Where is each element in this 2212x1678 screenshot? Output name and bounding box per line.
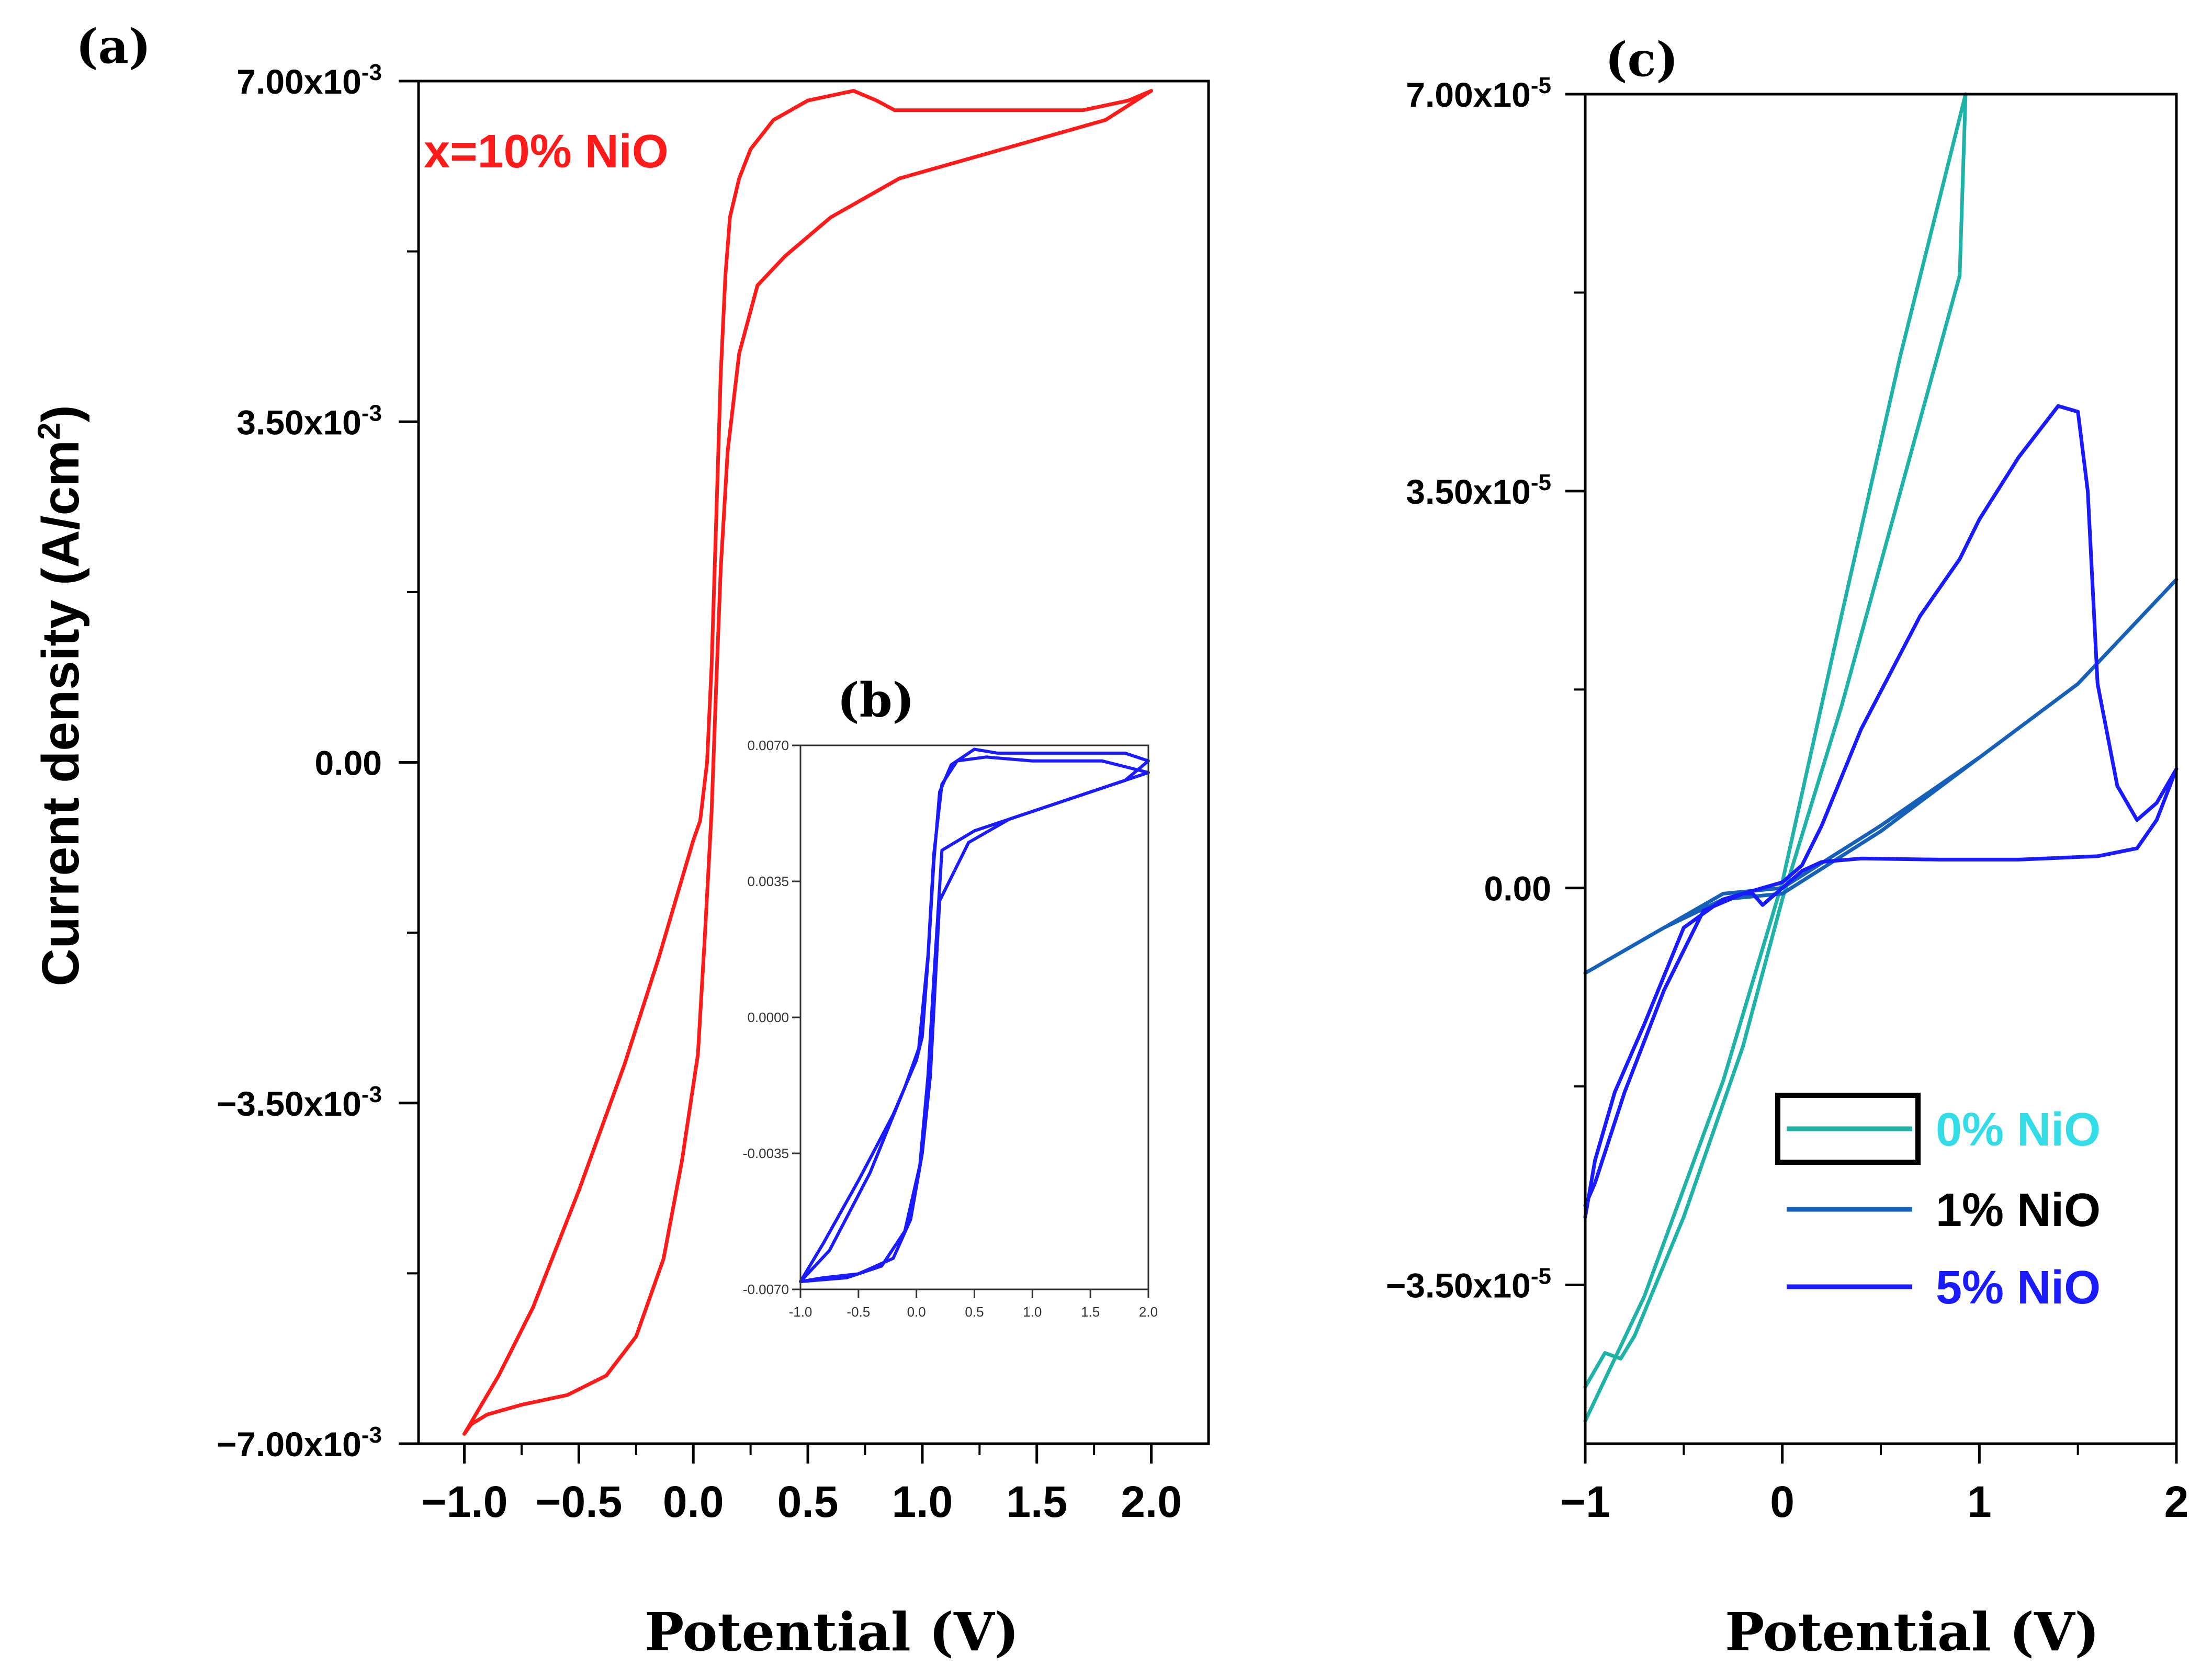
panel-b-x-tick-label: 2.0 bbox=[1139, 1304, 1158, 1320]
panel-a-y-axis-title-sup: 2 bbox=[31, 423, 66, 440]
panel-b-y-tick-labels: -0.0070 -0.0035 0.0000 0.0035 0.0070 bbox=[743, 738, 789, 1297]
panel-c-ticks bbox=[1565, 93, 2178, 1464]
panel-a-ticks bbox=[399, 80, 1153, 1464]
panel-c-y-tick-label: 7.00x10-5 bbox=[1406, 73, 1551, 114]
panel-a: (a) Current density (A/cm2) Potential (V… bbox=[31, 19, 1210, 1663]
panel-a-annotation: x=10% NiO bbox=[424, 126, 669, 178]
panel-a-y-tick-label: 0.00 bbox=[315, 744, 382, 783]
panel-a-x-axis-title: Potential (V) bbox=[645, 1601, 1019, 1663]
panel-c-y-tick-label: 3.50x10-5 bbox=[1406, 470, 1551, 511]
panel-a-frame bbox=[417, 80, 1210, 1445]
panel-b-x-tick-label: 0.5 bbox=[965, 1304, 984, 1320]
panel-a-x-tick-label: 0.5 bbox=[777, 1477, 839, 1526]
panel-b-ticks bbox=[792, 744, 1149, 1298]
panel-c-frame bbox=[1584, 93, 2178, 1445]
panel-b-inset: (b) -0.0070 -0.0035 0.0000 0.0035 0.0070 -1.… bbox=[743, 673, 1158, 1320]
panel-b-series-line-2 bbox=[799, 755, 1150, 1284]
panel-b-x-tick-label: -1.0 bbox=[789, 1304, 812, 1320]
panel-c-x-tick-label: −1 bbox=[1560, 1477, 1610, 1526]
panel-a-x-tick-label: −1.0 bbox=[421, 1477, 508, 1526]
panel-c-x-tick-label: 2 bbox=[2164, 1477, 2189, 1526]
panel-c: (c) Potential (V) −3.50x10-5 0.00 3.50x10-… bbox=[1386, 32, 2189, 1663]
panel-b-series bbox=[799, 747, 1150, 1284]
panel-a-label: (a) bbox=[76, 19, 151, 74]
panel-a-x-tick-label: 0.0 bbox=[663, 1477, 724, 1526]
panel-c-x-tick-label: 1 bbox=[1967, 1477, 1992, 1526]
panel-b-y-tick-label: 0.0035 bbox=[747, 874, 789, 889]
panel-b-x-tick-label: 0.0 bbox=[907, 1304, 926, 1320]
panel-c-series-line-1 bbox=[1583, 92, 1968, 1423]
panel-c-legend-label: 5% NiO bbox=[1936, 1262, 2101, 1314]
panel-a-y-axis-title-main: Current density (A/cm bbox=[31, 440, 90, 987]
panel-a-y-axis-title: Current density (A/cm2) bbox=[31, 405, 90, 986]
panel-a-x-tick-label: 2.0 bbox=[1121, 1477, 1182, 1526]
panel-a-y-tick-label: 3.50x10-3 bbox=[236, 400, 382, 441]
panel-a-series bbox=[462, 89, 1154, 1436]
panel-c-label: (c) bbox=[1605, 32, 1678, 87]
panel-b-y-tick-label: -0.0070 bbox=[743, 1282, 789, 1297]
panel-a-y-axis-title-close: ) bbox=[31, 405, 90, 422]
panel-a-x-tick-label: 1.0 bbox=[892, 1477, 953, 1526]
panel-b-x-tick-label: 1.0 bbox=[1023, 1304, 1042, 1320]
panel-a-y-tick-label: −3.50x10-3 bbox=[217, 1082, 382, 1123]
panel-a-series-line-1 bbox=[462, 89, 1154, 1436]
panel-a-x-tick-label: 1.5 bbox=[1006, 1477, 1067, 1526]
panel-b-y-tick-label: -0.0035 bbox=[743, 1146, 789, 1161]
panel-b-series-line-1 bbox=[799, 747, 1150, 1284]
panel-c-x-axis-title: Potential (V) bbox=[1725, 1601, 2100, 1663]
panel-c-x-tick-labels: −1 0 1 2 bbox=[1560, 1477, 2188, 1526]
panel-b-x-tick-label: -0.5 bbox=[847, 1304, 870, 1320]
panel-c-y-tick-label: −3.50x10-5 bbox=[1386, 1263, 1551, 1305]
panel-c-legend-highlight-box bbox=[1775, 1093, 1921, 1165]
panel-c-legend-label: 0% NiO bbox=[1936, 1104, 2101, 1156]
panel-a-y-tick-label: 7.00x10-3 bbox=[236, 60, 382, 101]
panel-c-series-line-3 bbox=[1583, 404, 2179, 1219]
panel-a-y-tick-label: −7.00x10-3 bbox=[217, 1422, 382, 1464]
panel-c-legend-label: 1% NiO bbox=[1936, 1184, 2101, 1237]
panel-c-x-tick-label: 0 bbox=[1770, 1477, 1795, 1526]
panel-c-y-tick-labels: −3.50x10-5 0.00 3.50x10-5 7.00x10-5 bbox=[1386, 73, 1551, 1305]
panel-b-x-tick-label: 1.5 bbox=[1081, 1304, 1100, 1320]
panel-c-series-line-2 bbox=[1583, 577, 2179, 975]
panel-b-frame bbox=[799, 744, 1149, 1290]
panel-a-x-tick-labels: −1.0 −0.5 0.0 0.5 1.0 1.5 2.0 bbox=[421, 1477, 1182, 1526]
panel-b-y-tick-label: 0.0000 bbox=[747, 1010, 789, 1025]
panel-c-legend: 0% NiO 1% NiO 5% NiO bbox=[1775, 1093, 2101, 1314]
svg-text:Current density (A/cm2): Current density (A/cm2) bbox=[31, 405, 90, 986]
panel-b-x-tick-labels: -1.0 -0.5 0.0 0.5 1.0 1.5 2.0 bbox=[789, 1304, 1158, 1320]
panel-a-y-tick-labels: −7.00x10-3 −3.50x10-3 0.00 3.50x10-3 7.00x10… bbox=[217, 60, 382, 1464]
panel-b-label: (b) bbox=[837, 673, 915, 728]
panel-b-y-tick-label: 0.0070 bbox=[747, 738, 789, 753]
panel-c-y-tick-label: 0.00 bbox=[1484, 869, 1551, 908]
panel-a-x-tick-label: −0.5 bbox=[535, 1477, 622, 1526]
